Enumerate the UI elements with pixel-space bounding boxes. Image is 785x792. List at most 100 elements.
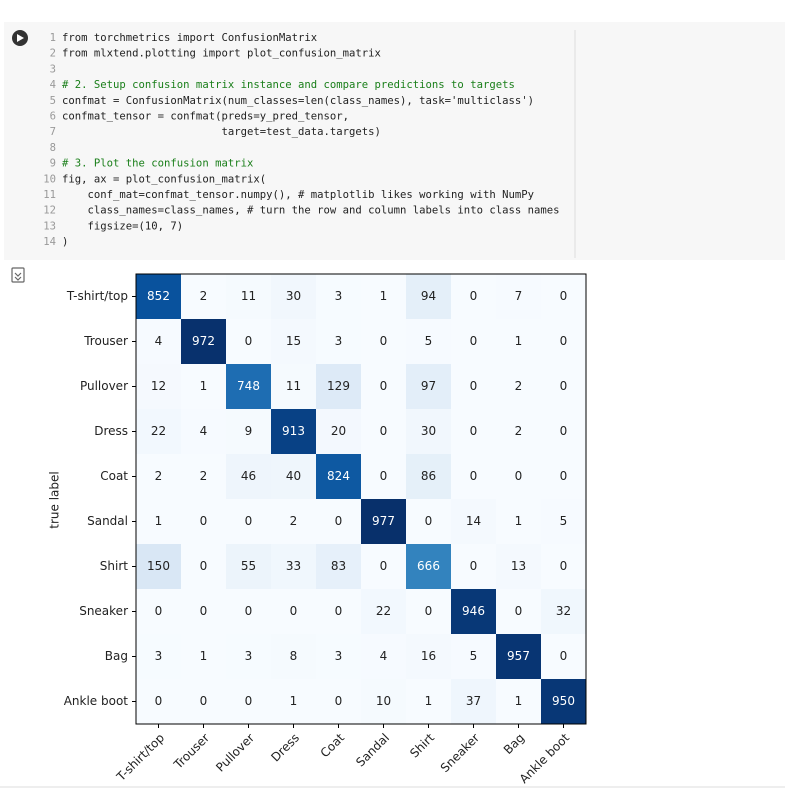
line-number: 13	[43, 220, 56, 232]
output-icon[interactable]	[11, 267, 25, 283]
heatmap-cell	[496, 454, 541, 499]
code-line: conf_mat=confmat_tensor.numpy(), # matpl…	[62, 189, 534, 201]
cell-value: 957	[507, 649, 530, 663]
cell-value: 0	[560, 289, 568, 303]
heatmap-cell	[271, 634, 316, 679]
cell-value: 16	[421, 649, 436, 663]
x-tick-label: Trouser	[171, 731, 213, 773]
x-tick-label: Dress	[268, 731, 302, 765]
heatmap-cell	[361, 679, 406, 724]
heatmap-cell	[541, 364, 586, 409]
cell-value: 86	[421, 469, 436, 483]
cell-value: 14	[466, 514, 481, 528]
cell-value: 0	[200, 514, 208, 528]
cell-value: 0	[155, 694, 163, 708]
heatmap-cell	[361, 544, 406, 589]
y-tick-label: Sneaker	[79, 604, 128, 618]
cell-value: 824	[327, 469, 350, 483]
cell-value: 0	[245, 334, 253, 348]
y-tick-label: Shirt	[100, 559, 128, 573]
cell-value: 0	[200, 559, 208, 573]
heatmap-cell	[271, 409, 316, 454]
cell-value: 83	[331, 559, 346, 573]
run-button[interactable]	[12, 30, 28, 46]
heatmap-cell	[316, 454, 361, 499]
heatmap-cell	[181, 544, 226, 589]
x-tick-label: Sandal	[353, 731, 392, 770]
cell-value: 0	[425, 514, 433, 528]
cell-value: 0	[245, 604, 253, 618]
heatmap-cell	[226, 409, 271, 454]
heatmap-cell	[496, 274, 541, 319]
cell-value: 2	[155, 469, 163, 483]
heatmap-cell	[136, 679, 181, 724]
heatmap-cell	[136, 544, 181, 589]
heatmap-cell	[541, 544, 586, 589]
cell-value: 9	[245, 424, 253, 438]
cell-value: 0	[515, 469, 523, 483]
line-number: 14	[43, 236, 56, 248]
cell-value: 129	[327, 379, 350, 393]
heatmap-cell	[496, 679, 541, 724]
heatmap-cell	[136, 634, 181, 679]
cell-value: 3	[155, 649, 163, 663]
cell-value: 0	[245, 694, 253, 708]
cell-value: 4	[200, 424, 208, 438]
cell-value: 15	[286, 334, 301, 348]
heatmap-cell	[316, 589, 361, 634]
heatmap-cell	[496, 409, 541, 454]
y-tick-label: T-shirt/top	[66, 289, 128, 303]
cell-value: 55	[241, 559, 256, 573]
heatmap-cell	[361, 409, 406, 454]
y-tick-label: Coat	[100, 469, 128, 483]
x-tick-label: Coat	[318, 730, 348, 760]
code-line: class_names=class_names, # turn the row …	[62, 205, 559, 217]
heatmap-cell	[451, 589, 496, 634]
cell-value: 0	[470, 379, 478, 393]
cell-value: 666	[417, 559, 440, 573]
cell-value: 972	[192, 334, 215, 348]
cell-value: 0	[380, 469, 388, 483]
heatmap-cell	[451, 634, 496, 679]
heatmap-cell	[406, 454, 451, 499]
cell-value: 0	[200, 604, 208, 618]
heatmap-cell	[406, 364, 451, 409]
cell-value: 0	[560, 559, 568, 573]
cell-value: 46	[241, 469, 256, 483]
cell-value: 1	[515, 334, 523, 348]
cell-value: 0	[560, 379, 568, 393]
cell-value: 33	[286, 559, 301, 573]
cell-value: 2	[515, 379, 523, 393]
cell-value: 97	[421, 379, 436, 393]
x-tick-label: Pullover	[213, 731, 257, 775]
cell-value: 0	[380, 379, 388, 393]
cell-value: 3	[335, 289, 343, 303]
line-number: 8	[50, 142, 56, 154]
heatmap-cell	[226, 544, 271, 589]
heatmap-cell	[316, 499, 361, 544]
heatmap-cell	[181, 409, 226, 454]
cell-value: 11	[286, 379, 301, 393]
heatmap-cell	[226, 319, 271, 364]
heatmap-cell	[451, 364, 496, 409]
heatmap-cell	[541, 409, 586, 454]
cell-value: 94	[421, 289, 436, 303]
cell-value: 12	[151, 379, 166, 393]
heatmap-cell	[271, 274, 316, 319]
heatmap-cell	[451, 544, 496, 589]
code-line: # 3. Plot the confusion matrix	[62, 158, 253, 170]
heatmap-cell	[136, 409, 181, 454]
cell-value: 30	[286, 289, 301, 303]
cell-value: 3	[335, 649, 343, 663]
cell-value: 1	[515, 694, 523, 708]
heatmap-cell	[406, 499, 451, 544]
cell-value: 37	[466, 694, 481, 708]
cell-value: 0	[245, 514, 253, 528]
cell-value: 0	[560, 424, 568, 438]
line-number: 11	[43, 189, 56, 201]
heatmap-cell	[316, 409, 361, 454]
cell-value: 20	[331, 424, 346, 438]
heatmap-cell	[451, 274, 496, 319]
heatmap-cell	[136, 274, 181, 319]
